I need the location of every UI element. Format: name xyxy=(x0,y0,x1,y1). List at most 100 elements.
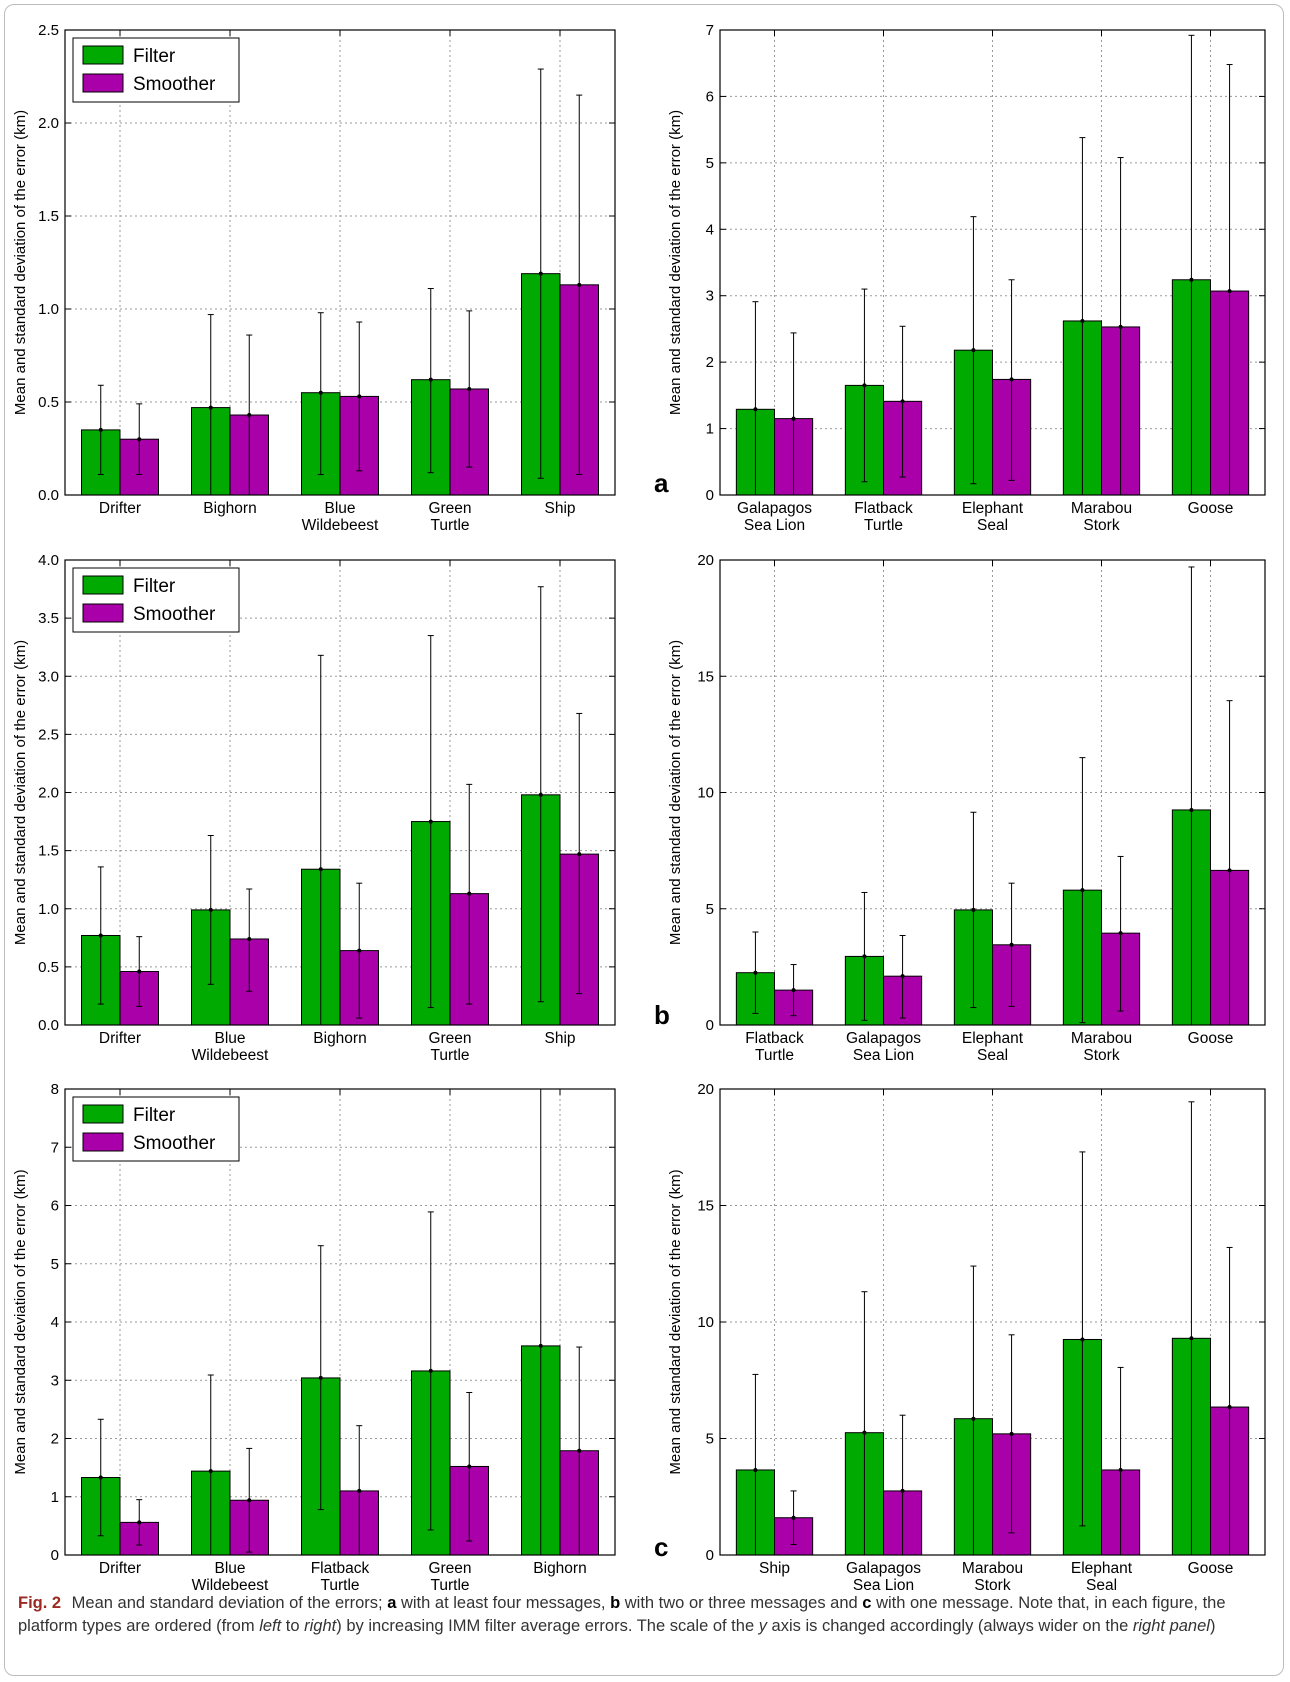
mean-marker xyxy=(1009,942,1014,947)
y-tick-label: 20 xyxy=(697,1081,714,1098)
caption-italic-left: left xyxy=(259,1617,282,1635)
y-tick-label: 6 xyxy=(51,1198,59,1215)
mean-marker xyxy=(900,1488,905,1493)
mean-marker xyxy=(1009,377,1014,382)
x-tick-label: Elephant xyxy=(962,500,1024,517)
legend-smoother-swatch xyxy=(82,1132,124,1152)
y-tick-label: 0 xyxy=(706,487,714,504)
caption-text: axis is changed accordingly (always wide… xyxy=(766,1617,1133,1635)
mean-marker xyxy=(428,377,433,382)
x-tick-label: Wildebeest xyxy=(302,517,379,534)
mean-marker xyxy=(357,394,362,399)
mean-marker xyxy=(318,1375,323,1380)
mean-marker xyxy=(467,386,472,391)
x-tick-label: Turtle xyxy=(864,517,903,534)
mean-marker xyxy=(753,970,758,975)
axes-frame xyxy=(719,29,1266,496)
x-tick-label: Drifter xyxy=(99,1560,141,1577)
mean-marker xyxy=(538,271,543,276)
caption-text: to xyxy=(281,1617,305,1635)
x-tick-label: Stork xyxy=(1083,1047,1119,1064)
legend-filter-label: Filter xyxy=(133,576,176,597)
mean-marker xyxy=(318,390,323,395)
x-tick-label: Turtle xyxy=(430,1577,469,1590)
x-tick-label: Ship xyxy=(544,1030,575,1047)
x-tick-label: Galapagos xyxy=(737,500,812,517)
x-tick-label: Bighorn xyxy=(533,1560,586,1577)
x-tick-label: Marabou xyxy=(1071,500,1132,517)
axes-frame xyxy=(64,559,616,1026)
caption-italic-right: right xyxy=(304,1617,337,1635)
y-tick-label: 6 xyxy=(706,88,714,105)
mean-marker xyxy=(1227,868,1232,873)
y-tick-label: 2 xyxy=(51,1431,59,1448)
y-tick-label: 1 xyxy=(706,421,714,438)
mean-marker xyxy=(208,1469,213,1474)
y-tick-label: 7 xyxy=(51,1139,59,1156)
x-tick-label: Galapagos xyxy=(846,1030,921,1047)
y-tick-label: 4 xyxy=(51,1314,59,1331)
mean-marker xyxy=(1080,1337,1085,1342)
figure-frame xyxy=(4,4,1284,1676)
panel-letter-b: b xyxy=(654,1000,670,1030)
x-tick-label: Elephant xyxy=(962,1030,1024,1047)
y-tick-label: 2.5 xyxy=(38,726,59,743)
panel-letter-c: c xyxy=(654,1532,669,1562)
x-tick-label: Turtle xyxy=(430,517,469,534)
x-tick-label: Drifter xyxy=(99,500,141,517)
y-tick-label: 2.0 xyxy=(38,785,59,802)
x-tick-label: Flatback xyxy=(854,500,913,517)
mean-marker xyxy=(357,1488,362,1493)
mean-marker xyxy=(98,427,103,432)
caption-text: ) xyxy=(1209,1617,1216,1635)
y-tick-label: 5 xyxy=(706,901,714,918)
legend-filter-label: Filter xyxy=(133,46,176,67)
mean-marker xyxy=(208,405,213,410)
x-tick-label: Goose xyxy=(1188,1560,1234,1577)
x-tick-label: Wildebeest xyxy=(192,1047,269,1064)
caption-text: Mean and standard deviation of the error… xyxy=(67,1594,388,1612)
y-tick-label: 0.0 xyxy=(38,1017,59,1034)
legend-smoother-label: Smoother xyxy=(133,1133,216,1154)
x-tick-label: Turtle xyxy=(755,1047,794,1064)
caption-ref-a: a xyxy=(387,1594,397,1612)
legend-filter-label: Filter xyxy=(133,1105,176,1126)
mean-marker xyxy=(791,416,796,421)
mean-marker xyxy=(247,413,252,418)
y-tick-label: 3.0 xyxy=(38,668,59,685)
x-tick-label: Green xyxy=(428,1560,471,1577)
mean-marker xyxy=(862,1430,867,1435)
caption-fig-label: Fig. 2 xyxy=(18,1594,62,1612)
y-tick-label: 0.5 xyxy=(38,394,59,411)
x-tick-label: Flatback xyxy=(311,1560,370,1577)
y-tick-label: 10 xyxy=(697,785,714,802)
y-tick-label: 1.5 xyxy=(38,843,59,860)
mean-marker xyxy=(137,969,142,974)
caption-ref-b: b xyxy=(610,1594,621,1612)
mean-marker xyxy=(538,1343,543,1348)
legend-smoother-label: Smoother xyxy=(133,74,216,95)
y-tick-label: 3 xyxy=(706,288,714,305)
figure-caption: Fig. 2 Mean and standard deviation of th… xyxy=(18,1592,1273,1638)
x-tick-label: Sea Lion xyxy=(744,517,805,534)
y-tick-label: 7 xyxy=(706,22,714,39)
y-tick-label: 5 xyxy=(706,1431,714,1448)
mean-marker xyxy=(1080,318,1085,323)
x-tick-label: Galapagos xyxy=(846,1560,921,1577)
x-tick-label: Blue xyxy=(324,500,355,517)
x-tick-label: Goose xyxy=(1188,500,1234,517)
y-tick-label: 20 xyxy=(697,552,714,569)
x-tick-label: Ship xyxy=(544,500,575,517)
x-tick-label: Bighorn xyxy=(203,500,256,517)
axes-frame xyxy=(719,559,1266,1026)
y-tick-label: 1.0 xyxy=(38,301,59,318)
mean-marker xyxy=(791,1515,796,1520)
mean-marker xyxy=(900,399,905,404)
mean-marker xyxy=(1009,1431,1014,1436)
mean-marker xyxy=(137,437,142,442)
mean-marker xyxy=(247,936,252,941)
mean-marker xyxy=(971,907,976,912)
mean-marker xyxy=(98,933,103,938)
caption-text: with two or three messages and xyxy=(620,1594,863,1612)
